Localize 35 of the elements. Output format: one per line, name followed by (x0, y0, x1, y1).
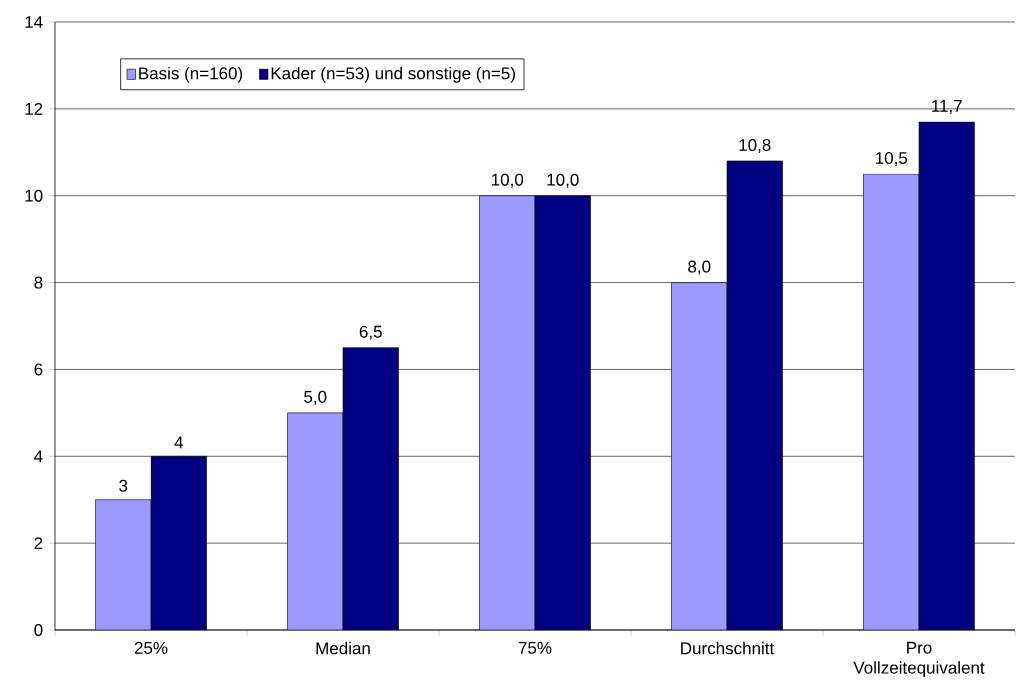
x-tick-label: 25% (134, 641, 168, 654)
data-label: 10,0 (547, 173, 579, 188)
y-tick-label: 10 (25, 189, 43, 202)
bar (287, 412, 344, 630)
bar (342, 347, 399, 630)
y-tick-label: 0 (34, 623, 43, 637)
data-label: 4 (174, 436, 183, 449)
bar (726, 160, 783, 630)
bar (534, 195, 591, 630)
data-label: 11,7 (932, 100, 962, 114)
bar (863, 173, 920, 630)
data-label: 3 (119, 479, 128, 492)
data-label: 10,0 (492, 173, 524, 188)
x-tick-label: 75% (518, 641, 552, 654)
data-label: 5,0 (304, 390, 327, 405)
y-tick-label: 14 (25, 16, 43, 28)
data-label: 10,8 (739, 138, 771, 154)
bar (671, 282, 728, 630)
y-tick-label: 2 (34, 537, 43, 550)
y-tick-label: 6 (34, 363, 43, 376)
data-label: 10,5 (876, 151, 908, 167)
y-tick-label: 4 (34, 450, 43, 463)
bar (918, 121, 975, 630)
bar (150, 455, 207, 630)
y-tick-label: 12 (25, 102, 43, 115)
x-tick-label: Pro Vollzeitequivalent (853, 641, 985, 678)
legend-label: Basis (n=160) (139, 66, 243, 83)
data-label: 8,0 (688, 260, 711, 275)
x-tick-label: Median (316, 641, 370, 655)
legend-label: Kader (n=53) und sonstige (n=5) (271, 66, 515, 83)
x-tick-label: Durchschnitt (681, 641, 775, 655)
bar (479, 195, 536, 630)
y-tick-label: 8 (34, 276, 43, 289)
bar (95, 499, 152, 630)
data-label: 6,5 (359, 325, 382, 340)
